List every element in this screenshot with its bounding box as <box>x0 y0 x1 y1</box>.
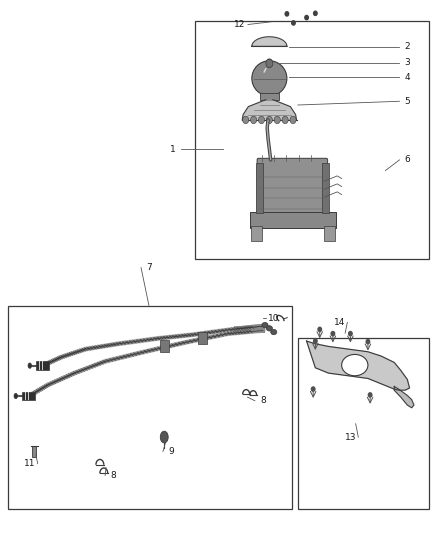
Text: 14: 14 <box>334 318 345 327</box>
Text: 8: 8 <box>110 471 116 480</box>
Circle shape <box>318 327 321 332</box>
Circle shape <box>331 332 335 336</box>
Text: 6: 6 <box>404 156 410 164</box>
Bar <box>39 361 40 370</box>
Circle shape <box>292 21 295 25</box>
Text: 12: 12 <box>234 20 246 29</box>
Circle shape <box>285 12 289 16</box>
Bar <box>298 338 429 509</box>
Circle shape <box>314 339 317 343</box>
Circle shape <box>282 116 288 124</box>
Circle shape <box>251 116 257 124</box>
Text: 7: 7 <box>146 263 152 272</box>
Text: 9: 9 <box>168 447 174 456</box>
Circle shape <box>311 387 315 391</box>
Bar <box>322 163 328 213</box>
Bar <box>250 212 336 228</box>
Ellipse shape <box>14 393 18 399</box>
Bar <box>195 21 429 259</box>
FancyBboxPatch shape <box>257 158 328 217</box>
Ellipse shape <box>342 354 368 376</box>
Ellipse shape <box>266 326 272 331</box>
Ellipse shape <box>271 329 277 335</box>
Circle shape <box>368 393 372 397</box>
Text: 1: 1 <box>170 145 176 154</box>
Circle shape <box>274 116 280 124</box>
Bar <box>251 226 262 241</box>
Bar <box>256 163 263 213</box>
Circle shape <box>305 15 308 20</box>
Polygon shape <box>242 100 297 120</box>
Circle shape <box>266 116 272 124</box>
Bar <box>36 361 49 370</box>
Text: 3: 3 <box>404 59 410 67</box>
Text: 4: 4 <box>405 73 410 82</box>
Bar <box>25 392 26 400</box>
Ellipse shape <box>28 363 32 368</box>
Text: 10: 10 <box>268 314 280 322</box>
Circle shape <box>349 332 352 336</box>
Bar <box>324 226 335 241</box>
Text: 11: 11 <box>24 459 35 468</box>
Circle shape <box>258 116 265 124</box>
Bar <box>42 361 43 370</box>
Circle shape <box>366 340 370 344</box>
Circle shape <box>314 11 317 15</box>
Bar <box>22 392 35 400</box>
Ellipse shape <box>160 431 168 443</box>
Text: 5: 5 <box>404 97 410 106</box>
Text: 13: 13 <box>345 433 356 441</box>
Text: 8: 8 <box>260 397 266 405</box>
Bar <box>8 306 292 509</box>
Ellipse shape <box>262 322 268 328</box>
Bar <box>260 93 279 100</box>
Polygon shape <box>394 386 414 408</box>
Circle shape <box>267 59 272 66</box>
Ellipse shape <box>252 61 287 96</box>
Bar <box>28 392 29 400</box>
Bar <box>32 446 36 457</box>
Circle shape <box>290 116 296 124</box>
Bar <box>160 340 169 352</box>
Polygon shape <box>307 341 410 390</box>
Circle shape <box>243 116 249 124</box>
Polygon shape <box>252 37 287 46</box>
Circle shape <box>266 59 273 68</box>
Text: 2: 2 <box>405 43 410 51</box>
Bar <box>198 332 207 344</box>
